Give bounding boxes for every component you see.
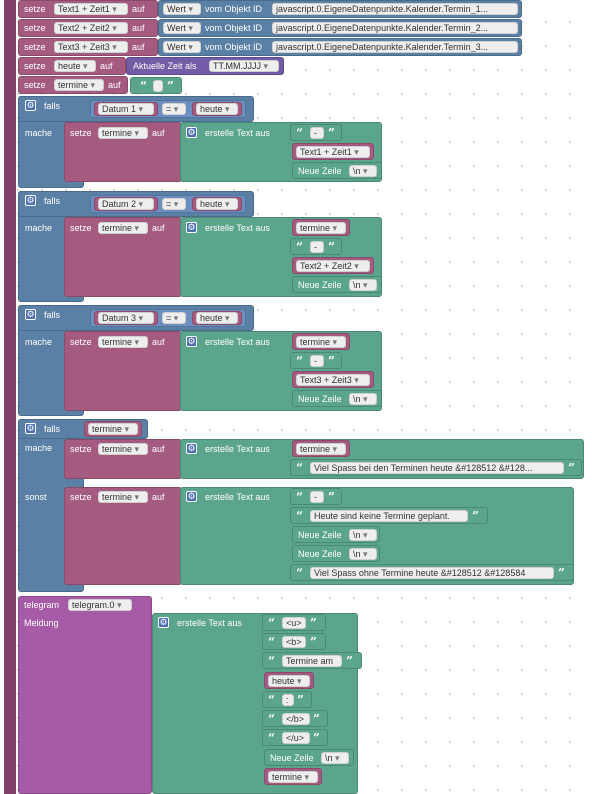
operator-dropdown[interactable]: = — [162, 312, 186, 324]
var-dropdown[interactable]: Text1 + Zeit1 — [296, 146, 370, 158]
var-dropdown[interactable]: Datum 1 — [98, 103, 154, 115]
var-dropdown[interactable]: heute — [196, 312, 238, 324]
var-dropdown[interactable]: termine — [98, 222, 148, 234]
time-format-dropdown[interactable]: TT.MM.JJJJ — [209, 60, 279, 72]
newline-dropdown[interactable]: \n — [349, 393, 377, 405]
gear-icon[interactable]: ⚙ — [25, 423, 36, 434]
object-id-field[interactable]: javascript.0.EigeneDatenpunkte.Kalender.… — [272, 41, 518, 53]
text-field[interactable]: Viel Spass bei den Terminen heute &#1285… — [310, 462, 564, 474]
var-dropdown[interactable]: termine — [98, 491, 148, 503]
var-dropdown[interactable]: Text2 + Zeit2 — [54, 22, 128, 34]
gear-icon[interactable]: ⚙ — [158, 617, 169, 628]
var-dropdown[interactable]: Text2 + Zeit2 — [296, 260, 370, 272]
gear-icon[interactable]: ⚙ — [186, 443, 197, 454]
operator-dropdown[interactable]: = — [162, 198, 186, 210]
event-hat-strip — [4, 0, 16, 794]
var-dropdown[interactable]: heute — [54, 60, 96, 72]
var-dropdown[interactable]: termine — [98, 127, 148, 139]
gear-icon[interactable]: ⚙ — [186, 222, 197, 233]
var-dropdown[interactable]: Text3 + Zeit3 — [54, 41, 128, 53]
gear-icon[interactable]: ⚙ — [186, 127, 197, 138]
var-dropdown[interactable]: termine — [268, 771, 318, 783]
newline-dropdown[interactable]: \n — [349, 548, 377, 560]
var-dropdown[interactable]: heute — [268, 675, 310, 687]
var-dropdown[interactable]: termine — [296, 336, 346, 348]
text-field[interactable]: Heute sind keine Termine geplant. — [310, 510, 468, 522]
wert-dropdown[interactable]: Wert — [163, 22, 201, 34]
telegram-instance-dropdown[interactable]: telegram.0 — [68, 599, 132, 611]
operator-dropdown[interactable]: = — [162, 103, 186, 115]
text-field[interactable]: Viel Spass ohne Termine heute &#128512 &… — [310, 567, 554, 579]
newline-dropdown[interactable]: \n — [349, 165, 377, 177]
object-id-field[interactable]: javascript.0.EigeneDatenpunkte.Kalender.… — [272, 3, 518, 15]
var-dropdown[interactable]: termine — [296, 443, 346, 455]
var-dropdown[interactable]: termine — [98, 443, 148, 455]
var-dropdown[interactable]: termine — [98, 336, 148, 348]
var-dropdown[interactable]: termine — [88, 423, 138, 435]
var-dropdown[interactable]: termine — [54, 79, 104, 91]
newline-dropdown[interactable]: \n — [349, 279, 377, 291]
var-dropdown[interactable]: heute — [196, 198, 238, 210]
var-dropdown[interactable]: Text1 + Zeit1 — [54, 3, 128, 15]
var-dropdown[interactable]: Datum 2 — [98, 198, 154, 210]
newline-dropdown[interactable]: \n — [349, 529, 377, 541]
wert-dropdown[interactable]: Wert — [163, 41, 201, 53]
gear-icon[interactable]: ⚙ — [186, 491, 197, 502]
newline-dropdown[interactable]: \n — [321, 752, 349, 764]
text-field[interactable] — [153, 80, 163, 92]
wert-dropdown[interactable]: Wert — [163, 3, 201, 15]
object-id-field[interactable]: javascript.0.EigeneDatenpunkte.Kalender.… — [272, 22, 518, 34]
gear-icon[interactable]: ⚙ — [25, 309, 36, 320]
gear-icon[interactable]: ⚙ — [186, 336, 197, 347]
var-dropdown[interactable]: Datum 3 — [98, 312, 154, 324]
gear-icon[interactable]: ⚙ — [25, 195, 36, 206]
var-dropdown[interactable]: Text3 + Zeit3 — [296, 374, 370, 386]
var-dropdown[interactable]: heute — [196, 103, 238, 115]
var-dropdown[interactable]: termine — [296, 222, 346, 234]
gear-icon[interactable]: ⚙ — [25, 100, 36, 111]
